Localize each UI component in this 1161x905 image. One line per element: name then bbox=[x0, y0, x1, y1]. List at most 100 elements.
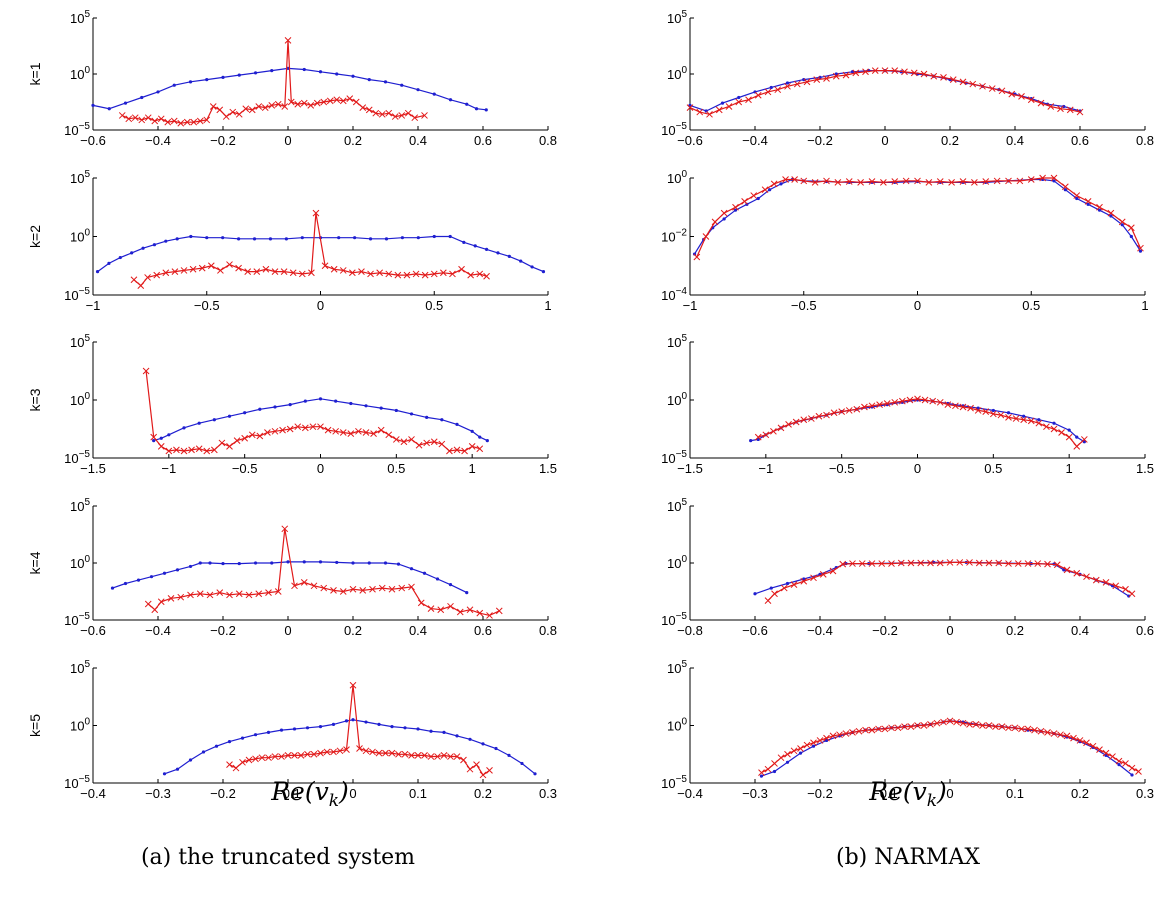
data-point bbox=[810, 574, 817, 582]
data-point bbox=[164, 239, 168, 243]
data-point bbox=[998, 87, 1006, 95]
data-point bbox=[1034, 560, 1042, 567]
data-point bbox=[434, 753, 441, 760]
y-tick-label: 10−5 bbox=[661, 774, 687, 791]
data-point bbox=[265, 589, 272, 596]
x-tick-label: 0.1 bbox=[409, 786, 427, 801]
x-tick-label: 0 bbox=[284, 623, 291, 638]
data-point bbox=[959, 719, 967, 727]
data-point bbox=[356, 745, 363, 752]
data-point bbox=[349, 401, 353, 406]
series-blue bbox=[692, 177, 1143, 256]
series-line bbox=[693, 178, 1142, 255]
data-point bbox=[365, 106, 373, 114]
data-point bbox=[253, 268, 261, 275]
data-point bbox=[300, 579, 308, 586]
data-point bbox=[989, 410, 997, 418]
data-point bbox=[830, 409, 838, 417]
data-point bbox=[1066, 106, 1074, 114]
data-point bbox=[711, 218, 719, 226]
data-point bbox=[455, 422, 459, 426]
data-point bbox=[188, 758, 193, 762]
caption-left: (a) the truncated system bbox=[141, 845, 415, 870]
data-point bbox=[141, 246, 145, 250]
series-red bbox=[758, 717, 1142, 777]
data-point bbox=[425, 415, 429, 419]
data-point bbox=[770, 180, 778, 188]
data-point bbox=[421, 112, 428, 119]
data-point bbox=[756, 437, 760, 442]
data-point bbox=[385, 270, 393, 278]
data-point bbox=[301, 424, 309, 432]
x-tick-label: 0.4 bbox=[1006, 133, 1024, 148]
data-point bbox=[300, 236, 304, 240]
data-point bbox=[385, 431, 393, 439]
data-point bbox=[1062, 183, 1069, 191]
data-point bbox=[335, 72, 339, 76]
x-tick-label: 0.2 bbox=[474, 786, 492, 801]
data-point bbox=[317, 749, 324, 757]
data-point bbox=[422, 571, 427, 575]
y-tick-label: 105 bbox=[70, 497, 90, 514]
data-point bbox=[953, 718, 960, 726]
data-point bbox=[437, 606, 445, 614]
y-tick-label: 100 bbox=[667, 717, 687, 734]
y-tick-label: 10−4 bbox=[661, 286, 687, 303]
data-point bbox=[188, 564, 193, 569]
data-point bbox=[1127, 224, 1135, 232]
data-point bbox=[829, 567, 837, 575]
data-point bbox=[448, 234, 452, 239]
series-line bbox=[689, 69, 1081, 112]
data-point bbox=[266, 730, 271, 735]
data-point bbox=[400, 83, 404, 87]
data-point bbox=[159, 436, 163, 440]
data-point bbox=[284, 237, 288, 241]
data-point bbox=[274, 100, 282, 108]
data-point bbox=[130, 276, 138, 284]
data-point bbox=[364, 720, 368, 724]
data-point bbox=[486, 766, 493, 774]
data-point bbox=[262, 265, 270, 273]
data-point bbox=[764, 88, 772, 96]
data-point bbox=[232, 764, 240, 772]
data-point bbox=[412, 270, 420, 278]
series-red bbox=[144, 525, 503, 619]
data-point bbox=[1037, 418, 1041, 422]
data-point bbox=[305, 726, 310, 730]
data-point bbox=[1128, 764, 1136, 772]
data-point bbox=[284, 752, 292, 759]
data-point bbox=[756, 196, 760, 201]
data-point bbox=[891, 178, 899, 185]
data-point bbox=[1037, 99, 1045, 107]
data-point bbox=[1067, 428, 1071, 432]
data-point bbox=[245, 591, 253, 599]
data-point bbox=[229, 108, 237, 116]
x-tick-label: 0.4 bbox=[1071, 623, 1089, 638]
data-point bbox=[520, 761, 524, 766]
data-point bbox=[868, 178, 876, 185]
data-point bbox=[347, 430, 355, 437]
data-point bbox=[1070, 734, 1077, 742]
x-tick-label: −0.8 bbox=[677, 623, 703, 638]
data-point bbox=[362, 429, 370, 436]
data-point bbox=[1083, 573, 1090, 581]
data-point bbox=[1057, 731, 1064, 739]
data-point bbox=[722, 217, 726, 221]
data-point bbox=[1083, 739, 1090, 747]
data-point bbox=[784, 750, 791, 758]
data-point bbox=[1138, 249, 1143, 253]
x-tick-label: 1 bbox=[1066, 461, 1073, 476]
x-tick-label: −0.4 bbox=[145, 133, 171, 148]
data-point bbox=[253, 733, 258, 737]
x-tick-label: 0.8 bbox=[1136, 133, 1154, 148]
data-point bbox=[791, 176, 799, 183]
data-point bbox=[110, 586, 115, 590]
data-point bbox=[177, 119, 185, 127]
data-point bbox=[715, 106, 723, 114]
data-point bbox=[408, 583, 415, 591]
x-tick-label: −0.1 bbox=[275, 786, 301, 801]
data-point bbox=[834, 179, 842, 186]
data-point bbox=[242, 105, 250, 113]
x-tick-label: 0 bbox=[946, 786, 953, 801]
x-tick-label: 0.5 bbox=[425, 298, 443, 313]
